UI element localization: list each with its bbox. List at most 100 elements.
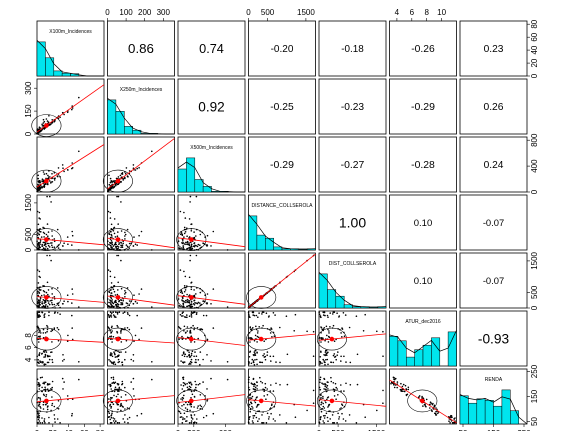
scatter-point [261, 414, 263, 416]
scatter-point [190, 230, 193, 232]
scatter-point [394, 377, 397, 380]
scatter-point [341, 412, 343, 415]
scatter-point [41, 302, 43, 305]
scatter-point [256, 341, 258, 343]
scatter-point [432, 402, 434, 405]
scatter-point [265, 312, 268, 315]
scatter-point [45, 351, 48, 353]
scatter-point [43, 241, 46, 244]
scatter-point [108, 328, 111, 330]
scatter-point [249, 397, 251, 399]
scatter-point [248, 386, 250, 389]
scatter-point [115, 243, 117, 246]
scatter-point [393, 380, 395, 383]
scatter-point [200, 328, 203, 330]
scatter-point [251, 358, 254, 361]
scatter-point [71, 314, 73, 317]
scatter-point [407, 386, 410, 389]
scatter-point [110, 242, 112, 245]
scatter-point [71, 162, 73, 164]
scatter-point [130, 358, 132, 361]
scatter-point [43, 420, 46, 423]
scatter-point [44, 403, 47, 406]
scatter-point [206, 400, 209, 402]
scatter-point [270, 404, 273, 407]
scatter-point [39, 397, 41, 400]
scatter-point [53, 414, 56, 416]
scatter-point [49, 254, 51, 257]
scatter-point [57, 247, 60, 249]
scatter-point [47, 390, 50, 392]
scatter-point [42, 403, 45, 406]
scatter-point [128, 328, 131, 331]
scatter-point [255, 416, 258, 419]
scatter-point [115, 305, 117, 307]
scatter-point [114, 236, 117, 238]
scatter-point [254, 398, 257, 401]
correlation-value: 0.23 [484, 44, 504, 55]
density-line [248, 214, 316, 250]
panel-5-2 [176, 310, 246, 367]
scatter-point [151, 378, 153, 381]
scatter-point [320, 403, 322, 406]
scatter-point [196, 327, 199, 329]
smooth-line [177, 337, 246, 346]
scatter-point [36, 187, 39, 190]
scatter-point [188, 362, 191, 365]
scatter-point [343, 355, 345, 358]
scatter-point [38, 416, 40, 419]
scatter-point [262, 388, 264, 391]
tick-label: 80 [96, 429, 105, 431]
scatter-point [118, 300, 120, 303]
scatter-point [40, 236, 43, 238]
scatter-point [190, 358, 193, 361]
correlation-value: 1.00 [339, 214, 366, 230]
scatter-point [62, 388, 64, 390]
scatter-point [182, 245, 185, 247]
scatter-point [42, 179, 45, 181]
scatter-point [322, 405, 325, 408]
scatter-point [57, 408, 60, 410]
scatter-point [178, 305, 180, 307]
scatter-point [318, 399, 321, 402]
scatter-point [180, 305, 182, 308]
scatter-point [262, 324, 264, 327]
scatter-point [196, 245, 199, 248]
scatter-point [254, 401, 257, 404]
correlation-ellipse [31, 114, 62, 137]
scatter-point [392, 382, 394, 385]
scatter-point [138, 293, 140, 295]
scatter-point [117, 303, 120, 306]
scatter-point [376, 330, 378, 333]
scatter-point [189, 259, 191, 262]
scatter-point [393, 378, 395, 381]
scatter-point [324, 388, 327, 391]
scatter-point [323, 377, 325, 380]
scatter-point [48, 115, 50, 117]
scatter-point [46, 281, 49, 284]
scatter-point [41, 245, 43, 247]
scatter-point [197, 301, 200, 304]
correlation-ellipse [102, 228, 133, 251]
scatter-point [44, 354, 47, 357]
scatter-point [424, 405, 427, 407]
scatter-point [151, 249, 153, 251]
scatter-point [112, 302, 115, 305]
scatter-point [138, 167, 140, 169]
scatter-point [48, 246, 51, 248]
scatter-point [199, 302, 201, 304]
correlation-ellipse [31, 389, 62, 413]
scatter-point [191, 418, 194, 420]
scatter-point [188, 385, 191, 388]
scatter-point [109, 354, 112, 357]
scatter-point [328, 330, 330, 332]
smooth-line [318, 399, 387, 407]
scatter-point [251, 328, 253, 330]
scatter-point [59, 116, 61, 118]
panel-4-1 [102, 252, 175, 309]
panel-2-4: -0.27 [318, 136, 387, 193]
scatter-point [40, 231, 42, 233]
panel-3-4: 1.00 [318, 194, 387, 251]
scatter-point [115, 301, 117, 304]
smooth-line [36, 144, 105, 188]
